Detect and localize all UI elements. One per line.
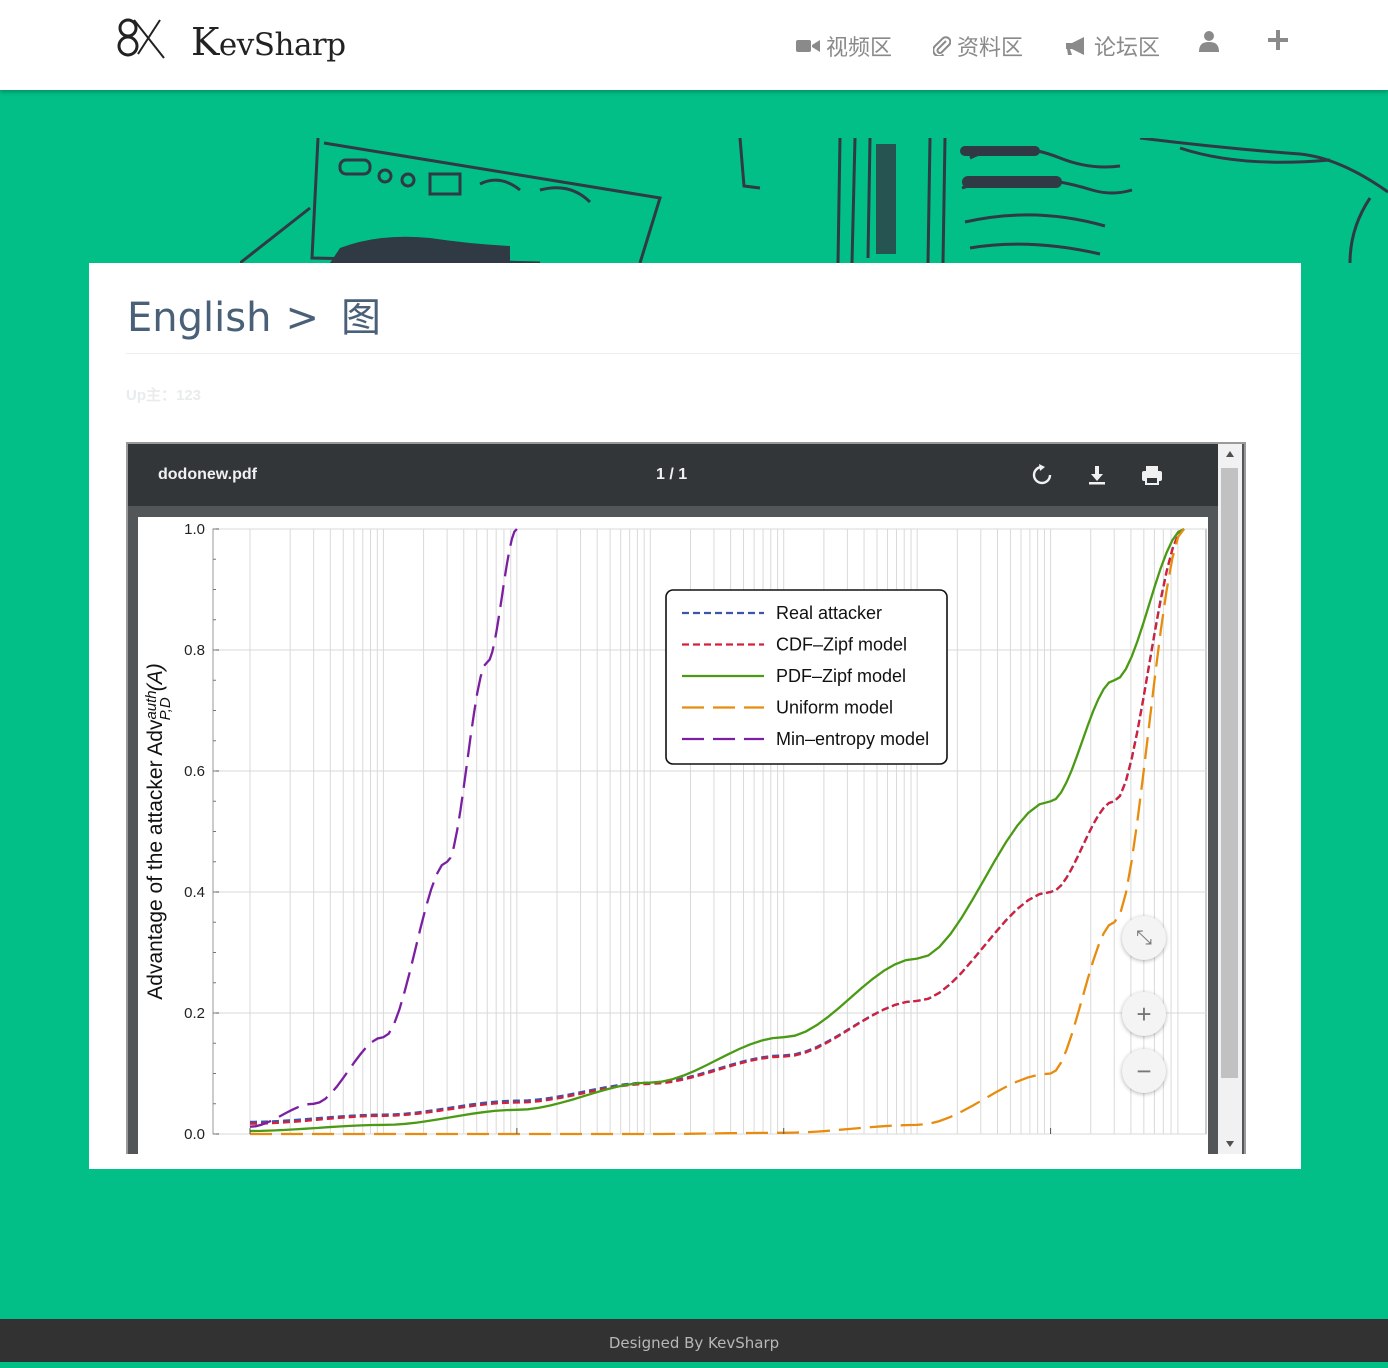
- pdf-file-name: dodonew.pdf: [158, 466, 257, 483]
- brand-name[interactable]: KevSharp: [191, 20, 346, 64]
- nav-video[interactable]: 视频区: [796, 30, 892, 62]
- legend-label: Uniform model: [776, 698, 893, 718]
- zoom-out-icon: −: [1136, 1055, 1152, 1086]
- pdf-page: 0.0 0.2 0.4 0.6 0.8 1.0 Advantage of the attac…: [138, 517, 1208, 1154]
- y-tick-label: 1.0: [184, 521, 205, 538]
- legend-label: PDF–Zipf model: [776, 666, 906, 686]
- nav-forum[interactable]: 论坛区: [1064, 30, 1160, 62]
- breadcrumb-parent[interactable]: English: [127, 295, 272, 341]
- y-tick-label: 0.0: [184, 1126, 205, 1143]
- nav-user[interactable]: [1199, 30, 1219, 52]
- fit-icon: ⤡: [1136, 926, 1152, 949]
- legend-box: [665, 589, 948, 765]
- fit-page-button[interactable]: ⤡: [1122, 916, 1166, 960]
- legend-label: Real attacker: [776, 603, 882, 623]
- breadcrumb-separator: >: [285, 295, 319, 341]
- series-line: [249, 528, 518, 1128]
- paperclip-icon: [933, 36, 951, 56]
- scroll-down-arrow-icon[interactable]: [1225, 1140, 1235, 1148]
- pdf-page-indicator: 1 / 1: [656, 466, 688, 483]
- series-line: [249, 527, 1185, 1133]
- zoom-in-button[interactable]: +: [1122, 992, 1166, 1036]
- uploader-label: Up主：123: [126, 387, 202, 404]
- y-tick-label: 0.8: [184, 642, 205, 659]
- scroll-up-arrow-icon[interactable]: [1225, 450, 1235, 458]
- pdf-viewer[interactable]: dodonew.pdf 1 / 1 0.0 0.2 0.4 0.6 0.8 1.0 Adva…: [126, 442, 1246, 1154]
- content-card: English > 图 Up主：123 dodonew.pdf 1 / 1 0.0 0…: [89, 263, 1301, 1169]
- scrollbar-thumb[interactable]: [1221, 468, 1238, 1078]
- breadcrumb-current: 图: [340, 295, 381, 341]
- print-icon[interactable]: [1141, 464, 1163, 486]
- zoom-in-icon: +: [1136, 998, 1152, 1029]
- pdf-scrollbar[interactable]: [1218, 444, 1242, 1154]
- download-icon[interactable]: [1086, 464, 1108, 486]
- y-axis-label: Advantage of the attacker AdvauthP,D(A): [143, 663, 174, 999]
- rotate-icon[interactable]: [1031, 464, 1053, 486]
- video-camera-icon: [796, 40, 820, 52]
- series-line: [249, 528, 1185, 1124]
- plus-icon: [1268, 30, 1288, 50]
- top-navbar: KevSharp 视频区 资料区 论坛区: [0, 0, 1388, 90]
- nav-resources[interactable]: 资料区: [933, 30, 1023, 62]
- user-icon: [1199, 31, 1219, 52]
- footer: Designed By KevSharp: [0, 1319, 1388, 1362]
- breadcrumb: English > 图: [127, 285, 381, 343]
- legend-label: Min–entropy model: [776, 729, 929, 749]
- y-tick-label: 0.4: [184, 884, 205, 901]
- legend-label: CDF–Zipf model: [776, 635, 907, 655]
- bullhorn-icon: [1066, 37, 1084, 55]
- hero-illustration: [240, 138, 1388, 263]
- chart: 0.0 0.2 0.4 0.6 0.8 1.0 Advantage of the attac…: [143, 521, 1207, 1143]
- y-tick-label: 0.6: [184, 763, 205, 780]
- y-tick-label: 0.2: [184, 1005, 205, 1022]
- divider: [126, 353, 1301, 354]
- nav-add[interactable]: [1268, 30, 1288, 50]
- brand-logo-icon[interactable]: [116, 16, 168, 60]
- pdf-toolbar: dodonew.pdf 1 / 1: [128, 444, 1218, 506]
- series-line: [249, 528, 1185, 1125]
- zoom-out-button[interactable]: −: [1122, 1049, 1166, 1093]
